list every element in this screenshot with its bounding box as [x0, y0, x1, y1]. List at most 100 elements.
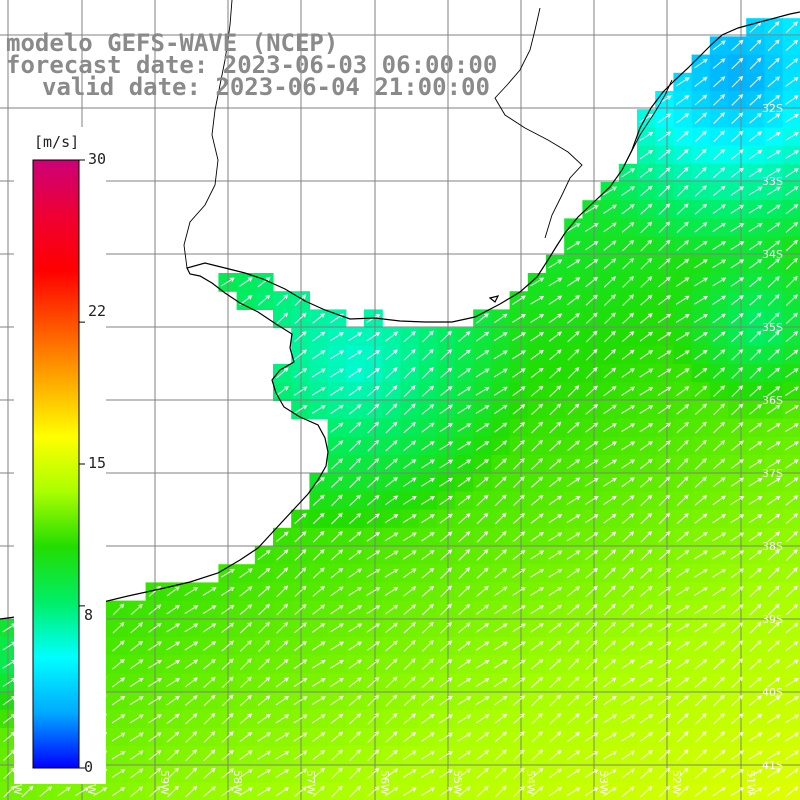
wind-arrow — [767, 786, 781, 797]
wind-arrow — [458, 531, 471, 543]
wind-arrow — [731, 94, 744, 106]
wind-arrow — [439, 732, 454, 742]
wind-arrow — [639, 131, 654, 141]
wind-arrow — [494, 586, 508, 597]
wind-arrow — [548, 568, 563, 578]
wind-arrow — [676, 258, 690, 269]
wind-arrow — [566, 495, 581, 505]
wind-arrow — [421, 695, 435, 706]
wind-arrow — [585, 603, 598, 616]
wind-arrow — [494, 731, 507, 743]
wind-arrow — [584, 222, 599, 232]
wind-arrow — [603, 404, 617, 415]
wind-arrow — [621, 168, 636, 178]
wind-arrow — [657, 605, 672, 615]
wind-arrow — [785, 58, 799, 69]
wind-arrow — [695, 421, 707, 434]
wind-arrow — [476, 585, 489, 597]
wind-arrow — [166, 604, 180, 615]
wind-arrow — [585, 549, 599, 560]
wind-arrow — [767, 585, 780, 598]
wind-arrow — [785, 659, 799, 670]
wind-arrow — [749, 585, 762, 597]
lon-label: 56W — [378, 770, 391, 795]
wind-arrow — [312, 604, 326, 615]
wind-arrow — [730, 495, 745, 505]
wind-arrow — [475, 350, 490, 360]
wind-arrow — [621, 441, 636, 451]
wind-arrow — [712, 241, 727, 251]
wind-arrow — [712, 313, 726, 324]
wind-arrow — [749, 404, 762, 415]
wind-arrow — [385, 694, 398, 707]
wind-arrow — [458, 622, 471, 634]
wind-arrow — [566, 750, 581, 761]
wind-arrow — [621, 495, 635, 506]
wind-arrow — [675, 350, 690, 360]
wind-arrow — [748, 496, 763, 505]
wind-arrow — [311, 678, 326, 687]
wind-arrow — [603, 204, 617, 214]
wind-arrow — [476, 494, 489, 506]
wind-arrow — [712, 40, 726, 51]
wind-arrow — [531, 476, 544, 488]
wind-arrow — [676, 166, 689, 179]
wind-arrow — [730, 514, 745, 524]
wind-arrow — [657, 677, 672, 688]
wind-arrow — [658, 713, 672, 724]
wind-arrow — [475, 423, 490, 433]
wind-arrow — [348, 623, 363, 633]
wind-arrow — [731, 604, 744, 615]
wind-arrow — [422, 640, 434, 652]
wind-arrow — [366, 587, 381, 596]
wind-arrow — [276, 294, 289, 306]
wind-arrow — [584, 514, 599, 524]
wind-arrow — [694, 495, 708, 506]
wind-arrow — [184, 623, 199, 633]
wind-arrow — [712, 277, 727, 287]
wind-arrow — [731, 422, 744, 433]
wind-arrow — [694, 185, 707, 197]
wind-arrow — [676, 458, 689, 470]
wind-arrow — [439, 495, 453, 506]
lon-label: 53W — [597, 770, 610, 795]
wind-arrow — [694, 240, 708, 251]
wind-arrow — [767, 495, 781, 506]
wind-arrow — [530, 658, 544, 670]
wind-arrow — [639, 696, 654, 706]
wind-arrow — [713, 130, 725, 143]
lon-label: 55W — [451, 770, 464, 795]
wind-arrow — [366, 623, 381, 633]
wind-arrow — [548, 331, 562, 342]
wind-arrow — [567, 313, 580, 324]
wind-arrow — [657, 313, 672, 324]
wind-arrow — [39, 786, 53, 797]
wind-arrow — [384, 786, 399, 797]
wind-arrow — [457, 386, 472, 396]
wind-arrow — [621, 768, 635, 779]
wind-arrow — [621, 513, 635, 524]
wind-arrow — [512, 568, 526, 578]
wind-arrow — [548, 532, 563, 542]
wind-arrow — [712, 604, 726, 615]
wind-arrow — [276, 603, 289, 616]
wind-arrow — [367, 403, 380, 415]
wind-arrow — [530, 532, 544, 542]
wind-arrow — [749, 640, 762, 652]
wind-arrow — [621, 640, 635, 651]
wind-arrow — [167, 767, 180, 780]
wind-arrow — [257, 567, 271, 579]
wind-arrow — [512, 368, 526, 378]
wind-arrow — [567, 348, 580, 361]
wind-arrow — [403, 750, 417, 761]
wind-arrow — [785, 622, 799, 634]
wind-arrow — [129, 732, 144, 742]
wind-arrow — [549, 694, 562, 707]
wind-arrow — [767, 330, 780, 343]
wind-arrow — [621, 349, 635, 360]
wind-arrow — [676, 148, 689, 161]
wind-arrow — [694, 476, 707, 488]
wind-arrow — [367, 712, 380, 725]
wind-arrow — [676, 203, 689, 215]
wind-arrow — [640, 239, 653, 252]
